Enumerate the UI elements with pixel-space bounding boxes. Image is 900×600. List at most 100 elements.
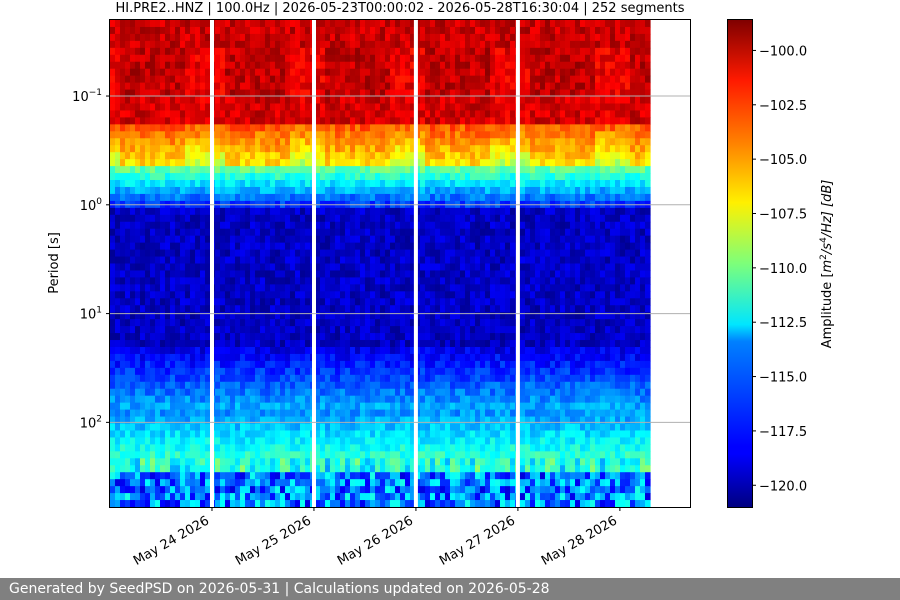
heatmap-cell bbox=[405, 68, 411, 77]
heatmap-cell bbox=[225, 493, 231, 501]
heatmap-cell bbox=[320, 249, 326, 258]
heatmap-cell bbox=[275, 493, 281, 501]
heatmap-cell bbox=[345, 458, 351, 466]
heatmap-cell bbox=[280, 291, 286, 299]
heatmap-cell bbox=[205, 75, 211, 84]
heatmap-cell bbox=[405, 47, 411, 56]
heatmap-cell bbox=[160, 207, 166, 216]
heatmap-cell bbox=[285, 326, 291, 334]
heatmap-cell bbox=[145, 117, 151, 125]
heatmap-cell bbox=[250, 138, 256, 146]
heatmap-cell bbox=[140, 26, 146, 35]
heatmap-cell bbox=[455, 312, 461, 320]
heatmap-cell bbox=[260, 500, 266, 508]
heatmap-cell bbox=[340, 493, 346, 501]
heatmap-cell bbox=[360, 367, 366, 376]
heatmap-cell bbox=[285, 388, 291, 397]
heatmap-cell bbox=[130, 89, 136, 98]
heatmap-cell bbox=[325, 319, 331, 327]
heatmap-cell bbox=[175, 138, 181, 146]
heatmap-cell bbox=[135, 388, 141, 397]
heatmap-cell bbox=[330, 117, 336, 125]
heatmap-cell bbox=[330, 207, 336, 216]
heatmap-cell bbox=[295, 465, 301, 473]
heatmap-cell bbox=[280, 207, 286, 216]
heatmap-cell bbox=[340, 173, 346, 181]
heatmap-cell bbox=[165, 374, 171, 383]
heatmap-cell bbox=[305, 270, 311, 279]
heatmap-cell bbox=[390, 33, 396, 42]
heatmap-cell bbox=[390, 416, 396, 425]
heatmap-cell bbox=[440, 228, 446, 237]
heatmap-cell bbox=[220, 340, 226, 348]
heatmap-cell bbox=[395, 500, 401, 508]
heatmap-cell bbox=[385, 54, 391, 63]
heatmap-cell bbox=[115, 20, 121, 28]
heatmap-cell bbox=[300, 47, 306, 56]
heatmap-cell bbox=[335, 416, 341, 425]
heatmap-cell bbox=[290, 437, 296, 445]
heatmap-cell bbox=[175, 228, 181, 237]
heatmap-cell bbox=[405, 110, 411, 118]
heatmap-cell bbox=[215, 423, 221, 432]
heatmap-cell bbox=[460, 214, 466, 223]
heatmap-cell bbox=[290, 291, 296, 299]
heatmap-cell bbox=[160, 395, 166, 404]
heatmap-cell bbox=[355, 374, 361, 383]
heatmap-cell bbox=[125, 193, 131, 202]
heatmap-cell bbox=[185, 395, 191, 404]
heatmap-cell bbox=[115, 458, 121, 466]
heatmap-cell bbox=[350, 353, 356, 362]
heatmap-cell bbox=[150, 68, 156, 77]
heatmap-cell bbox=[245, 367, 251, 376]
heatmap-cell bbox=[425, 437, 431, 445]
heatmap-cell bbox=[460, 242, 466, 251]
heatmap-cell bbox=[185, 89, 191, 98]
heatmap-cell bbox=[185, 270, 191, 279]
heatmap-cell bbox=[400, 374, 406, 383]
heatmap-cell bbox=[345, 152, 351, 160]
heatmap-cell bbox=[365, 256, 371, 265]
heatmap-cell bbox=[340, 26, 346, 35]
heatmap-cell bbox=[195, 54, 201, 63]
heatmap-cell bbox=[390, 395, 396, 404]
heatmap-cell bbox=[410, 173, 416, 181]
heatmap-cell bbox=[255, 256, 261, 265]
heatmap-cell bbox=[125, 333, 131, 341]
heatmap-cell bbox=[420, 388, 426, 397]
heatmap-cell bbox=[360, 103, 366, 112]
heatmap-cell bbox=[265, 500, 271, 508]
heatmap-cell bbox=[110, 458, 116, 466]
heatmap-cell bbox=[110, 472, 116, 480]
heatmap-cell bbox=[265, 430, 271, 439]
heatmap-cell bbox=[270, 423, 276, 432]
heatmap-cell bbox=[160, 486, 166, 494]
heatmap-cell bbox=[370, 131, 376, 139]
heatmap-cell bbox=[420, 235, 426, 244]
heatmap-cell bbox=[120, 381, 126, 390]
heatmap-cell bbox=[330, 180, 336, 188]
heatmap-cell bbox=[145, 312, 151, 320]
heatmap-cell bbox=[155, 458, 161, 466]
heatmap-cell bbox=[160, 305, 166, 313]
heatmap-cell bbox=[430, 103, 436, 112]
heatmap-cell bbox=[200, 340, 206, 348]
heatmap-cell bbox=[315, 33, 321, 42]
heatmap-cell bbox=[185, 166, 191, 174]
heatmap-cell bbox=[190, 472, 196, 480]
heatmap-cell bbox=[320, 186, 326, 195]
heatmap-cell bbox=[430, 333, 436, 341]
heatmap-cell bbox=[370, 193, 376, 202]
heatmap-cell bbox=[205, 319, 211, 327]
heatmap-cell bbox=[410, 89, 416, 98]
heatmap-cell bbox=[140, 479, 146, 487]
heatmap-cell bbox=[115, 346, 121, 355]
heatmap-cell bbox=[225, 388, 231, 397]
heatmap-cell bbox=[340, 381, 346, 390]
heatmap-cell bbox=[220, 180, 226, 188]
heatmap-cell bbox=[120, 96, 126, 105]
heatmap-cell bbox=[455, 82, 461, 91]
heatmap-cell bbox=[410, 326, 416, 334]
heatmap-cell bbox=[115, 117, 121, 125]
heatmap-cell bbox=[245, 340, 251, 348]
